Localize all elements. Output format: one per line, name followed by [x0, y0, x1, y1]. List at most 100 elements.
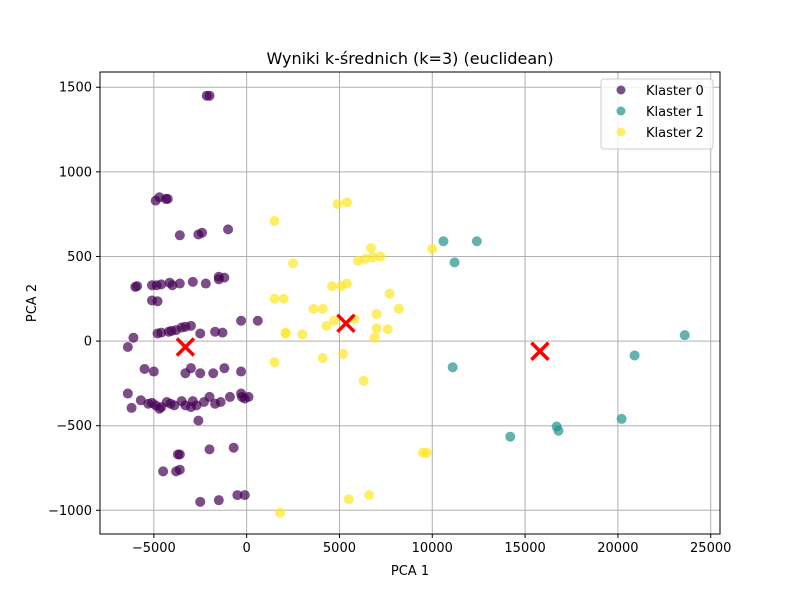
cluster-0-point [158, 466, 169, 477]
cluster-0-point [224, 391, 235, 402]
cluster-1-point [447, 362, 458, 373]
cluster-0-point [228, 442, 239, 453]
cluster-0-point [208, 368, 219, 379]
grid-lines [100, 72, 720, 534]
cluster-0-point [150, 195, 161, 206]
centroid-stroke [336, 313, 356, 334]
cluster-0-point [195, 328, 206, 339]
cluster-2-point [321, 320, 332, 331]
cluster-2-point [393, 303, 404, 314]
legend-label-1: Klaster 1 [646, 105, 704, 120]
cluster-0-point [185, 402, 196, 413]
legend-marker-1 [616, 106, 626, 116]
x-axis-ticks: −5000 0 5000 10000 15000 20000 25000 [132, 534, 731, 556]
x-tick-label: 0 [243, 541, 251, 556]
x-axis-label: PCA 1 [391, 564, 429, 579]
cluster-0-point [243, 391, 254, 402]
cluster-0-point [185, 320, 196, 331]
cluster-0-point [169, 400, 180, 411]
y-tick-label: −1000 [48, 504, 92, 519]
cluster-2-point [297, 329, 308, 340]
cluster-2-point [280, 328, 291, 339]
cluster-0-point [210, 326, 221, 337]
cluster-0-point [156, 327, 167, 338]
legend-box [600, 78, 714, 150]
cluster-0-point [239, 490, 250, 501]
cluster-2-point [308, 303, 319, 314]
cluster-2-point [371, 309, 382, 319]
cluster-0-point [236, 315, 247, 326]
x-tick-label: 10000 [412, 541, 453, 556]
cluster-2-point [421, 447, 432, 458]
cluster-2-point [269, 215, 280, 226]
cluster-1-point [679, 330, 690, 341]
cluster-1-point [629, 350, 640, 361]
chart-title: Wyniki k-średnich (k=3) (euclidean) [266, 49, 553, 68]
cluster-2-point [382, 324, 393, 335]
y-tick-label: 500 [67, 250, 92, 265]
cluster-2-point [371, 323, 382, 334]
cluster-2-point [275, 507, 286, 518]
cluster-1-point [553, 425, 564, 436]
cluster-2-point [328, 315, 339, 326]
cluster-2-point [288, 258, 299, 269]
cluster-0-point [195, 368, 206, 379]
cluster-0-point [128, 332, 139, 343]
cluster-0-point [236, 366, 247, 377]
x-tick-label: 5000 [323, 541, 356, 556]
x-tick-label: 25000 [690, 541, 731, 556]
x-tick-label: 20000 [597, 541, 638, 556]
cluster-0-point [193, 415, 204, 426]
cluster-0-point [162, 193, 173, 204]
cluster-0-point [126, 402, 137, 413]
cluster-0-point [219, 272, 230, 283]
cluster-0-point [174, 278, 185, 289]
cluster-0-point [174, 230, 185, 241]
cluster-2-point [375, 251, 386, 262]
x-tick-label: 15000 [504, 541, 545, 556]
cluster-0-point [152, 296, 163, 307]
centroid-marker-0 [175, 337, 196, 357]
cluster-0-point [215, 397, 226, 407]
cluster-0-point [139, 364, 150, 374]
cluster-2-point [278, 293, 289, 304]
cluster-2-point [317, 303, 328, 314]
legend-marker-2 [616, 127, 626, 137]
centroid-stroke [530, 341, 550, 361]
cluster-2-point [358, 375, 369, 386]
cluster-2-point [343, 494, 354, 505]
legend-label-2: Klaster 2 [646, 126, 704, 141]
cluster-2-point [332, 199, 343, 209]
centroid-stroke [175, 337, 196, 357]
cluster-1-point [471, 236, 482, 247]
cluster-0-point [122, 342, 133, 352]
legend-label-0: Klaster 0 [646, 84, 704, 99]
centroid-marker-2 [530, 341, 550, 361]
legend-marker-0 [616, 85, 626, 95]
cluster-2-point [327, 281, 338, 292]
cluster-0-point [185, 363, 196, 374]
cluster-0-point [204, 444, 215, 455]
cluster-0-point [132, 281, 143, 292]
cluster-0-point [219, 363, 230, 374]
cluster-0-point [187, 276, 198, 287]
y-tick-label: 1000 [59, 165, 92, 180]
y-axis-ticks: −1000 −500 0 500 1000 1500 [48, 81, 100, 519]
cluster-2-point [366, 243, 377, 253]
scatter-points [122, 90, 690, 518]
cluster-2-point [341, 278, 352, 289]
cluster-0-point [197, 227, 208, 238]
cluster-2-point [384, 288, 395, 299]
cluster-1-point [616, 413, 627, 424]
y-axis-label: PCA 2 [25, 284, 40, 322]
cluster-2-point [338, 348, 349, 359]
cluster-2-point [341, 197, 352, 208]
cluster-0-point [232, 490, 243, 501]
cluster-2-point [317, 353, 328, 363]
y-tick-label: 1500 [59, 81, 92, 96]
cluster-2-point [269, 357, 280, 368]
centroid-marker-1 [336, 313, 356, 334]
cluster-0-point [213, 495, 224, 506]
